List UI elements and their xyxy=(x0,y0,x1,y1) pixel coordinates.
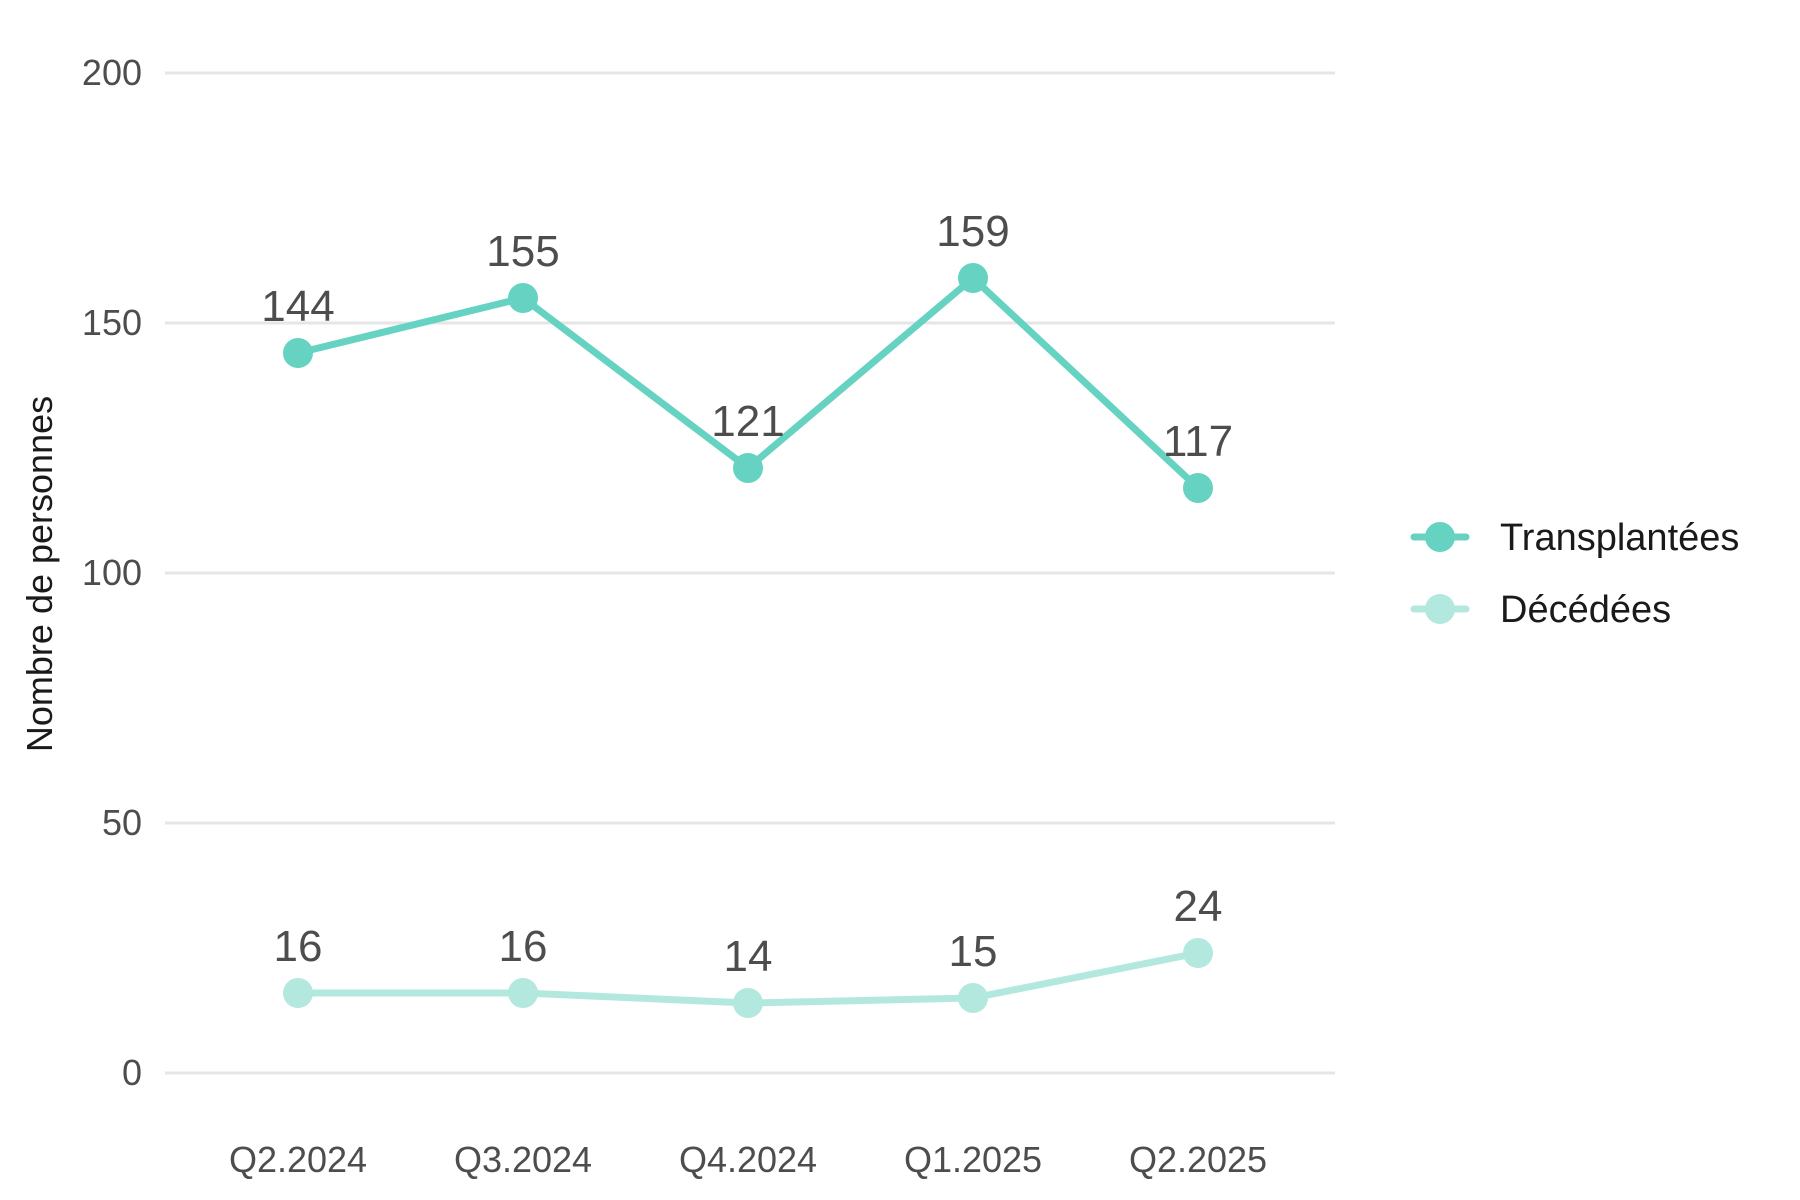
x-axis-ticks: Q2.2024 Q3.2024 Q4.2024 Q1.2025 Q2.2025 xyxy=(229,1139,1267,1180)
data-label-decedees: 16 xyxy=(274,922,323,971)
y-tick-label: 0 xyxy=(122,1052,142,1093)
data-point-transplantees xyxy=(283,338,313,368)
data-point-decedees xyxy=(958,983,988,1013)
x-tick-label: Q4.2024 xyxy=(679,1139,817,1180)
data-point-decedees xyxy=(508,978,538,1008)
gridlines xyxy=(165,71,1335,1075)
data-point-decedees xyxy=(283,978,313,1008)
data-label-transplantees: 121 xyxy=(711,397,784,446)
data-label-decedees: 16 xyxy=(499,922,548,971)
data-point-transplantees xyxy=(508,283,538,313)
x-tick-label: Q2.2024 xyxy=(229,1139,367,1180)
y-tick-label: 150 xyxy=(82,302,142,343)
data-labels: 16 16 14 15 24 144 155 121 159 117 xyxy=(261,207,1233,981)
data-point-transplantees xyxy=(1183,473,1213,503)
y-axis-title: Nombre de personnes xyxy=(19,396,60,752)
data-label-decedees: 24 xyxy=(1174,882,1223,931)
data-label-decedees: 15 xyxy=(949,927,998,976)
legend-label-transplantees: Transplantées xyxy=(1500,517,1739,559)
y-tick-label: 100 xyxy=(82,552,142,593)
data-label-transplantees: 144 xyxy=(261,282,334,331)
y-tick-label: 200 xyxy=(82,52,142,93)
x-tick-label: Q3.2024 xyxy=(454,1139,592,1180)
y-tick-label: 50 xyxy=(102,802,142,843)
legend-label-decedees: Décédées xyxy=(1500,589,1671,631)
data-point-decedees xyxy=(1183,938,1213,968)
data-label-transplantees: 117 xyxy=(1163,417,1233,466)
y-axis-ticks: 0 50 100 150 200 xyxy=(82,52,142,1093)
data-point-transplantees xyxy=(733,453,763,483)
data-point-transplantees xyxy=(958,263,988,293)
data-point-decedees xyxy=(733,988,763,1018)
legend-key-point-transplantees xyxy=(1425,522,1455,552)
data-label-decedees: 14 xyxy=(724,932,773,981)
legend-key-point-decedees xyxy=(1425,594,1455,624)
legend: Transplantées Décédées xyxy=(1410,517,1739,631)
data-label-transplantees: 155 xyxy=(486,227,559,276)
series-lines xyxy=(283,263,1213,1018)
data-label-transplantees: 159 xyxy=(936,207,1009,256)
x-tick-label: Q1.2025 xyxy=(904,1139,1042,1180)
x-tick-label: Q2.2025 xyxy=(1129,1139,1267,1180)
